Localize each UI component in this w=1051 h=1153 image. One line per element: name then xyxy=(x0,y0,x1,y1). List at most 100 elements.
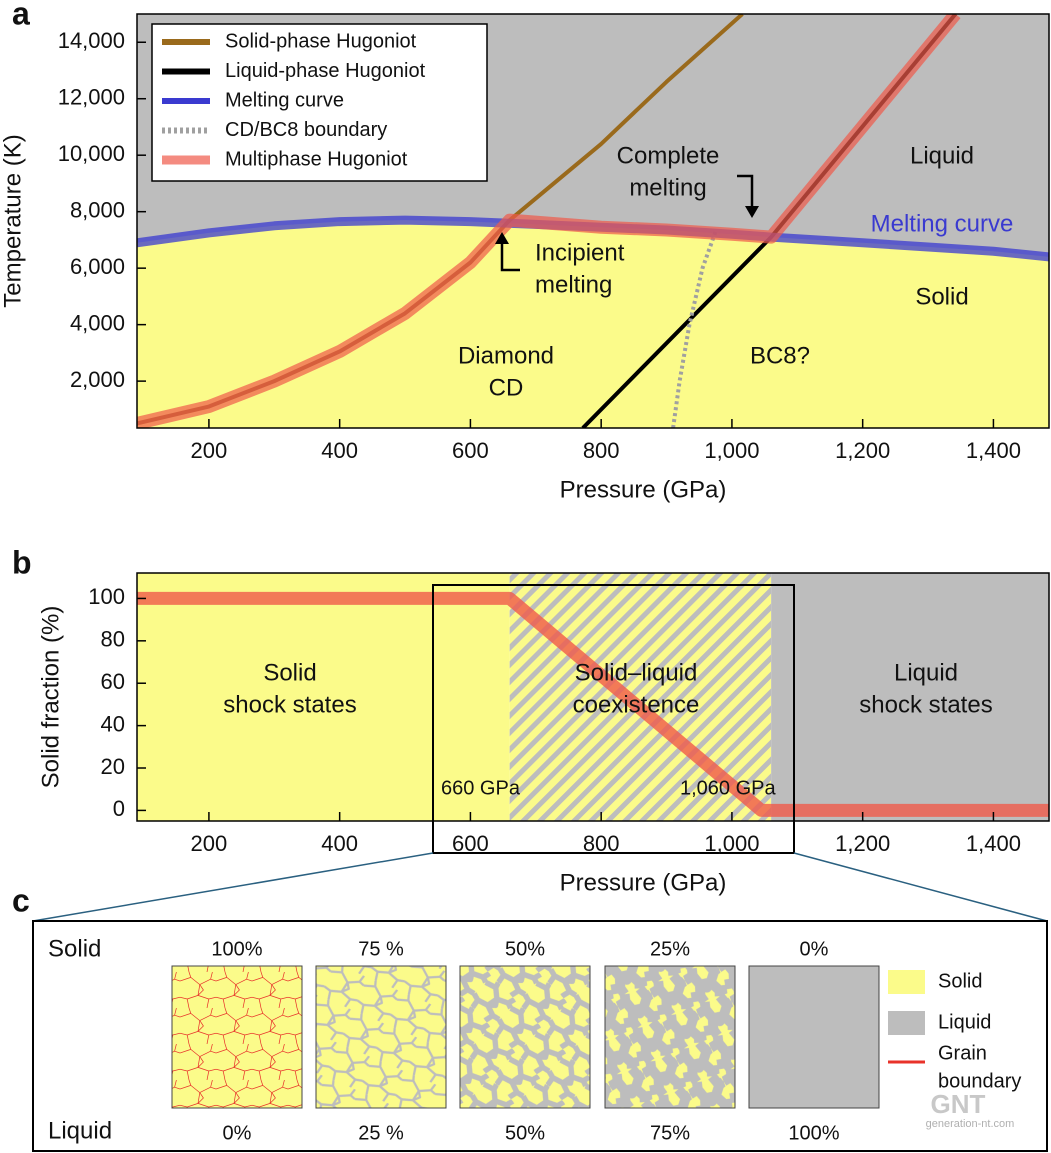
percent-label: 25% xyxy=(650,938,690,960)
x-tick-label: 1,400 xyxy=(966,438,1021,463)
legend-label: Liquid-phase Hugoniot xyxy=(225,60,426,82)
annotation: Solid xyxy=(915,283,968,310)
y-tick-label: 12,000 xyxy=(58,85,125,110)
y-tick-label: 0 xyxy=(113,796,125,821)
legend-label: Multiphase Hugoniot xyxy=(225,148,408,170)
liquid-region xyxy=(771,573,1049,821)
x-tick-label: 1,200 xyxy=(835,438,890,463)
watermark: generation-nt.com xyxy=(926,1118,1015,1130)
y-tick-label: 8,000 xyxy=(70,197,125,222)
microstructure xyxy=(604,965,736,1109)
plot-frame xyxy=(136,13,1050,429)
y-tick-label: 14,000 xyxy=(58,28,125,53)
arrow-head xyxy=(495,232,509,244)
solid-region xyxy=(137,220,1049,428)
percent-label: 100% xyxy=(788,1122,839,1144)
y-tick-label: 6,000 xyxy=(70,254,125,279)
solid-region xyxy=(137,573,510,821)
legend-swatch xyxy=(888,1011,925,1035)
region-label: shock states xyxy=(859,691,992,718)
legend-label: Melting curve xyxy=(225,89,344,111)
region-label: coexistence xyxy=(573,691,700,718)
legend-label: Liquid xyxy=(938,1011,991,1033)
legend-label: Solid xyxy=(938,970,982,992)
x-axis-label: Pressure (GPa) xyxy=(560,869,727,896)
region-label: Solid xyxy=(263,659,316,686)
annotation: Diamond xyxy=(458,342,554,369)
series-line xyxy=(137,591,1049,817)
zoom-box xyxy=(432,584,795,854)
x-tick-label: 600 xyxy=(452,438,489,463)
microstructure xyxy=(315,965,447,1109)
region-label: shock states xyxy=(223,691,356,718)
panel-letter: c xyxy=(12,882,30,918)
annotation: Incipient xyxy=(535,239,625,266)
x-tick-label: 200 xyxy=(191,438,228,463)
y-axis-label: Temperature (K) xyxy=(0,134,26,307)
x-tick-label: 800 xyxy=(583,831,620,856)
plot-area xyxy=(137,573,1049,821)
arrow-head xyxy=(745,206,759,218)
watermark: GNT xyxy=(931,1089,986,1119)
annotation: Liquid xyxy=(910,142,974,169)
percent-label: 75 % xyxy=(358,938,404,960)
legend-label: Solid-phase Hugoniot xyxy=(225,30,417,52)
legend-label: boundary xyxy=(938,1070,1021,1092)
legend-label: Grain xyxy=(938,1042,987,1064)
annotation: melting xyxy=(535,271,612,298)
state-label: Liquid xyxy=(48,1117,112,1144)
x-tick-label: 1,400 xyxy=(966,831,1021,856)
percent-label: 50% xyxy=(505,1122,545,1144)
y-tick-label: 40 xyxy=(101,711,125,736)
region-label: Liquid xyxy=(894,659,958,686)
series-line xyxy=(137,14,961,428)
legend-label: CD/BC8 boundary xyxy=(225,119,387,141)
x-tick-label: 600 xyxy=(452,831,489,856)
y-tick-label: 20 xyxy=(101,754,125,779)
x-tick-label: 1,200 xyxy=(835,831,890,856)
y-tick-label: 2,000 xyxy=(70,367,125,392)
region-label: Solid–liquid xyxy=(575,659,698,686)
percent-label: 0% xyxy=(223,1122,252,1144)
annotation: melting xyxy=(629,174,706,201)
y-tick-label: 60 xyxy=(101,669,125,694)
percent-label: 25 % xyxy=(358,1122,404,1144)
arrow xyxy=(737,174,754,210)
state-label: Solid xyxy=(48,935,101,962)
y-tick-label: 4,000 xyxy=(70,310,125,335)
y-tick-label: 10,000 xyxy=(58,141,125,166)
x-tick-label: 1,000 xyxy=(704,831,759,856)
legend-swatch xyxy=(888,970,925,994)
annotation: Melting curve xyxy=(871,210,1014,237)
panel-letter: a xyxy=(12,0,30,31)
series-line xyxy=(671,230,718,428)
x-tick-label: 800 xyxy=(583,438,620,463)
zoom-connector xyxy=(793,852,1048,922)
percent-label: 100% xyxy=(211,938,262,960)
percent-label: 75% xyxy=(650,1122,690,1144)
y-tick-label: 80 xyxy=(101,627,125,652)
panel-letter: b xyxy=(12,544,32,580)
zoom-connector xyxy=(32,852,434,922)
plot-area xyxy=(137,14,1049,428)
annotation: Complete xyxy=(617,142,720,169)
annotation: BC8? xyxy=(750,342,810,369)
microstructure xyxy=(748,965,880,1109)
x-axis-label: Pressure (GPa) xyxy=(560,476,727,503)
annotation: CD xyxy=(489,374,524,401)
percent-label: 50% xyxy=(505,938,545,960)
annotation: 1,060 GPa xyxy=(680,777,777,799)
plot-frame xyxy=(136,572,1050,822)
x-tick-label: 400 xyxy=(321,831,358,856)
x-tick-label: 200 xyxy=(191,831,228,856)
microstructure xyxy=(459,965,591,1109)
percent-label: 0% xyxy=(800,938,829,960)
x-tick-label: 1,000 xyxy=(704,438,759,463)
y-axis-label: Solid fraction (%) xyxy=(37,606,64,789)
x-tick-label: 400 xyxy=(321,438,358,463)
arrow xyxy=(500,240,520,272)
y-tick-label: 100 xyxy=(88,584,125,609)
annotation: 660 GPa xyxy=(441,777,521,799)
microstructure xyxy=(171,965,303,1109)
